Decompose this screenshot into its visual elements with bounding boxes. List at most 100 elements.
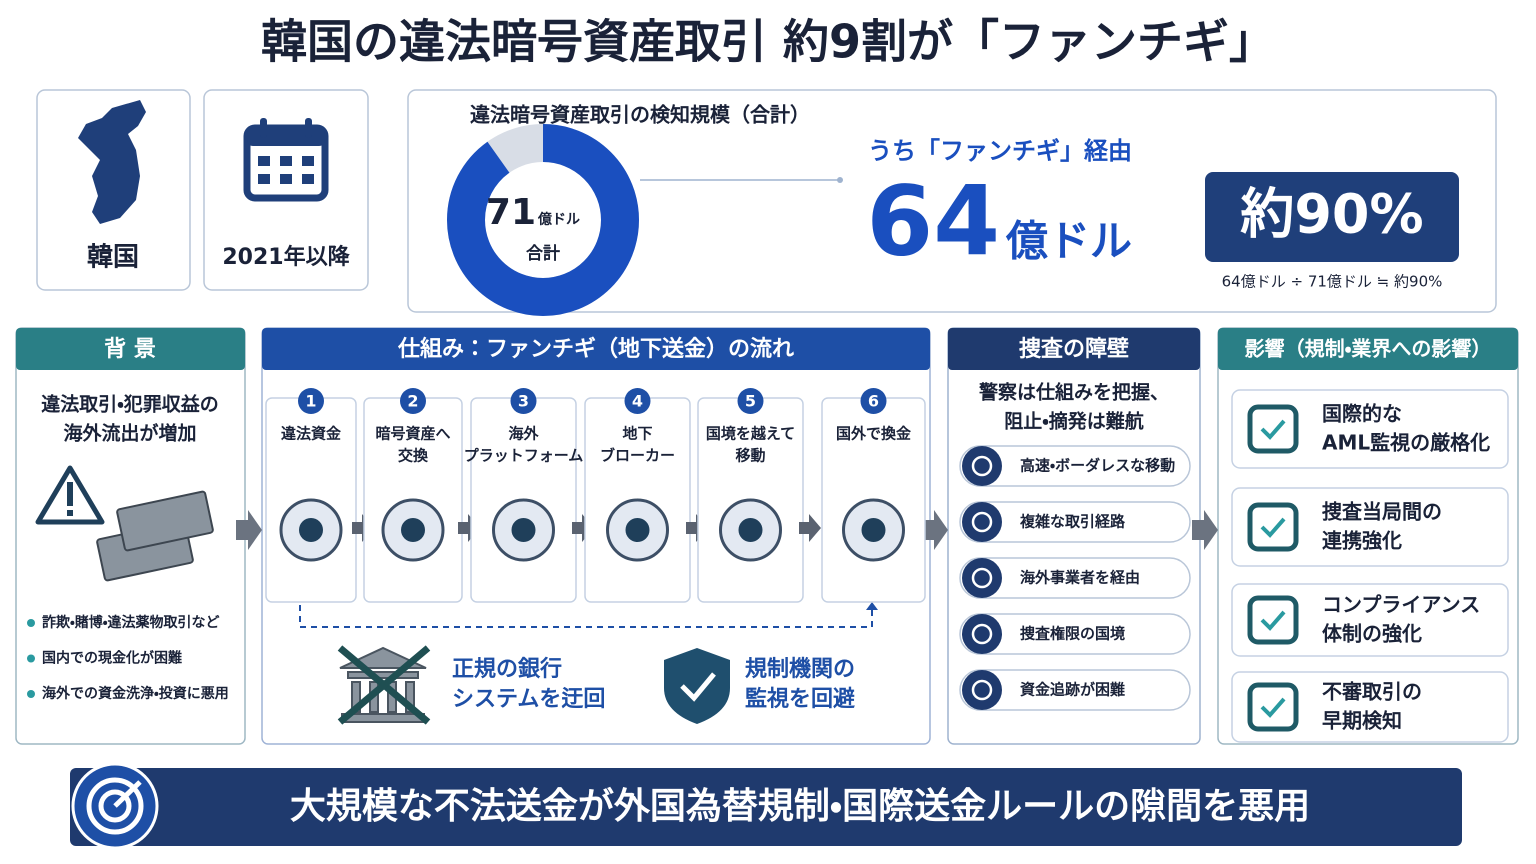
barrier-icon xyxy=(962,446,1002,486)
impact-text: 国際的な xyxy=(1322,402,1402,426)
impact-text: 不審取引の xyxy=(1322,680,1422,704)
barrier-icon-mark xyxy=(971,679,993,701)
formula: 64億ドル ÷ 71億ドル ≒ 約90% xyxy=(1222,273,1443,291)
step-label: プラットフォーム xyxy=(464,447,584,465)
step-number: 1 xyxy=(305,392,316,411)
step-arrow xyxy=(799,514,821,542)
banner-text: 大規模な不法送金が外国為替規制・国際送金ルールの隙間を悪用 xyxy=(290,786,1310,827)
background-bullet: 海外での資金洗浄・投資に悪用 xyxy=(42,685,229,702)
step-label: 海外 xyxy=(508,425,539,443)
country: 韓国 xyxy=(87,243,139,273)
impact-icon-check xyxy=(1260,517,1286,538)
step-number: 3 xyxy=(518,392,529,411)
barrier-icon xyxy=(962,558,1002,598)
step-label: 移動 xyxy=(735,447,765,465)
impact-icon xyxy=(1247,595,1299,645)
step-number: 6 xyxy=(868,392,879,411)
barrier-pill xyxy=(959,501,1191,543)
barrier-pill xyxy=(959,445,1191,487)
barriers-header xyxy=(948,328,1200,370)
step-icon xyxy=(842,498,905,562)
impact-text: 捜査当局間の xyxy=(1322,500,1442,524)
step-label: 違法資金 xyxy=(281,425,342,443)
impact-icon xyxy=(1247,502,1299,552)
impact-text: 早期検知 xyxy=(1322,709,1402,733)
background-lead: 海外流出が増加 xyxy=(63,422,196,445)
step-icon-core xyxy=(625,518,650,542)
step-label: ブローカー xyxy=(600,447,675,465)
warning-icon xyxy=(35,465,105,525)
step-badge xyxy=(400,388,426,414)
effect-text: 正規の銀行 xyxy=(452,656,562,682)
step-arrow xyxy=(686,514,708,542)
impact-heading: 影響（規制・業界への影響） xyxy=(1245,337,1492,361)
impact-text: 連携強化 xyxy=(1322,529,1402,553)
step-badge xyxy=(860,388,887,414)
background-bullet: 国内での現金化が困難 xyxy=(42,650,182,667)
effect-text: システムを迂回 xyxy=(452,687,605,712)
bullet-dot xyxy=(27,654,35,663)
step-arrow xyxy=(572,514,594,542)
step-icon-core xyxy=(401,518,425,542)
step-badge xyxy=(624,388,651,414)
step-icon xyxy=(606,498,669,562)
barrier-item: 資金追跡が困難 xyxy=(1020,681,1125,699)
step-label: 国境を越えて xyxy=(706,425,795,443)
barrier-icon-mark xyxy=(971,455,993,477)
step-label: 地下 xyxy=(622,425,652,443)
impact-text: AML監視の厳格化 xyxy=(1322,431,1490,455)
shield-icon xyxy=(664,648,730,724)
background-lead: 違法取引・犯罪収益の xyxy=(41,393,218,416)
step-label: 暗号資産へ xyxy=(375,425,450,443)
background-bullet: 詐欺・賭博・違法薬物取引など xyxy=(42,614,220,631)
return-arrow xyxy=(866,602,878,610)
barrier-icon-mark xyxy=(971,511,993,533)
step-badge xyxy=(298,388,324,414)
share-box xyxy=(1205,172,1459,262)
effect-text: 監視を回避 xyxy=(745,686,855,712)
barrier-icon xyxy=(962,502,1002,542)
step-icon-core xyxy=(738,518,763,542)
share: 約90% xyxy=(1240,183,1423,246)
barrier-item: 複雑な取引経路 xyxy=(1019,513,1126,531)
step-arrow xyxy=(352,514,374,542)
cross-icon xyxy=(337,645,431,725)
barriers-lead: 警察は仕組みを把握、 xyxy=(979,381,1169,404)
period: 2021年以降 xyxy=(222,244,350,270)
step-icon-core xyxy=(861,518,886,542)
impact-icon xyxy=(1247,404,1299,454)
impact-icon-check xyxy=(1260,419,1286,440)
barriers-heading: 捜査の障壁 xyxy=(1019,336,1129,362)
background-header xyxy=(16,328,245,370)
bullet-dot xyxy=(27,690,35,698)
impact-card xyxy=(1231,583,1509,657)
impact-icon xyxy=(1247,682,1299,732)
korea-map xyxy=(78,100,146,224)
target-rings xyxy=(86,777,144,835)
donut-label: 合計 xyxy=(526,243,560,264)
barrier-item: 海外事業者を経由 xyxy=(1020,569,1140,587)
barrier-pill xyxy=(959,669,1191,711)
impact-card xyxy=(1231,671,1509,743)
impact-card xyxy=(1231,487,1509,567)
step-icon-core xyxy=(511,518,536,542)
impact-card xyxy=(1231,389,1509,469)
donut-unit: 億ドル xyxy=(537,211,580,228)
step-icon xyxy=(719,498,782,562)
step-badge xyxy=(510,388,537,414)
connector-dot xyxy=(837,177,843,183)
step-icon-core xyxy=(299,518,323,542)
barrier-icon xyxy=(962,614,1002,654)
step-icon xyxy=(279,498,343,562)
impact-icon-check xyxy=(1260,610,1286,631)
barrier-pill xyxy=(959,613,1191,655)
effect-text: 規制機関の xyxy=(745,657,855,682)
part-unit: 億ドル xyxy=(1005,217,1132,266)
step-number: 5 xyxy=(745,392,756,411)
step-badge xyxy=(737,388,764,414)
step-arrow xyxy=(458,514,480,542)
calendar-icon xyxy=(243,118,329,202)
step-icon xyxy=(381,498,445,562)
mechanism-header xyxy=(262,328,930,370)
